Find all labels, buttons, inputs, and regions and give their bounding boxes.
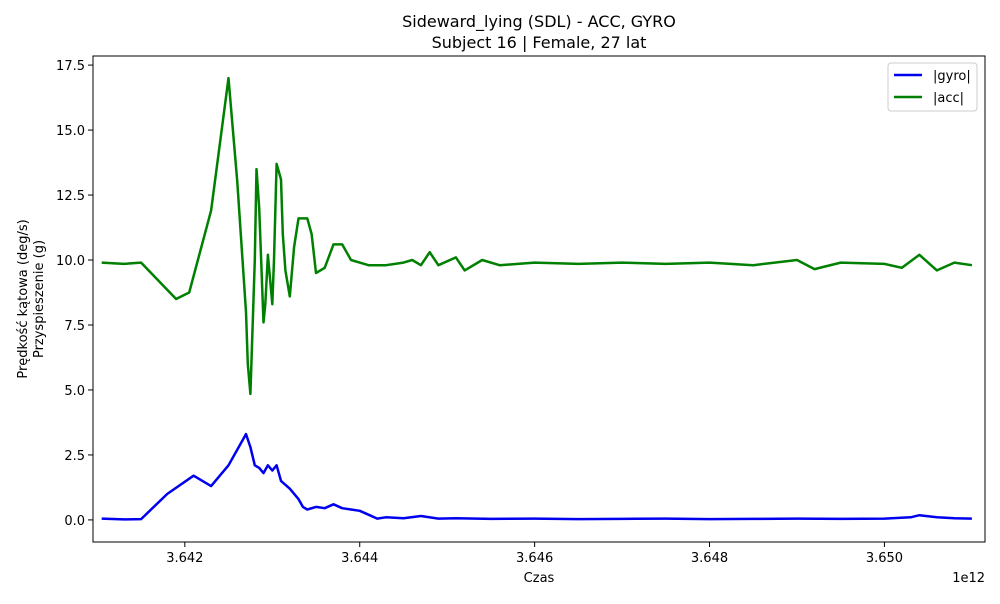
y-axis-label-line1: Prędkość kątowa (deg/s) (16, 219, 31, 378)
x-tick-label: 3.644 (341, 551, 378, 566)
y-tick-label: 7.5 (64, 319, 85, 334)
series-layer (101, 76, 973, 521)
y-tick-label: 0.0 (64, 514, 85, 529)
legend: |gyro| |acc| (887, 62, 978, 112)
y-tick-label: 5.0 (64, 384, 85, 399)
x-tick-label: 3.646 (516, 551, 553, 566)
series-line-gyro (101, 432, 972, 521)
legend-label-gyro: |gyro| (933, 69, 971, 84)
y-tick-label: 17.5 (56, 59, 85, 74)
x-axis-offset-label: 1e12 (952, 571, 985, 586)
y-tick-label: 15.0 (56, 124, 85, 139)
y-axis-label-line2: Przyspieszenie (g) (32, 240, 47, 358)
x-axis-label: Czas (524, 571, 555, 586)
x-tick-label: 3.648 (691, 551, 728, 566)
chart-title: Sideward_lying (SDL) - ACC, GYRO (402, 12, 676, 32)
x-tick-label: 3.650 (866, 551, 903, 566)
x-tick-label: 3.642 (166, 551, 203, 566)
legend-label-acc: |acc| (933, 91, 964, 106)
chart-subtitle: Subject 16 | Female, 27 lat (432, 33, 647, 52)
y-tick-label: 12.5 (56, 189, 85, 204)
series-line-acc (101, 76, 973, 396)
x-axis-ticks: 3.642 3.644 3.646 3.648 3.650 (166, 542, 903, 566)
y-axis-ticks: 0.0 2.5 5.0 7.5 10.0 12.5 15.0 17.5 (56, 59, 93, 529)
y-tick-label: 2.5 (64, 449, 85, 464)
y-tick-label: 10.0 (56, 254, 85, 269)
plot-area-frame (92, 55, 986, 543)
